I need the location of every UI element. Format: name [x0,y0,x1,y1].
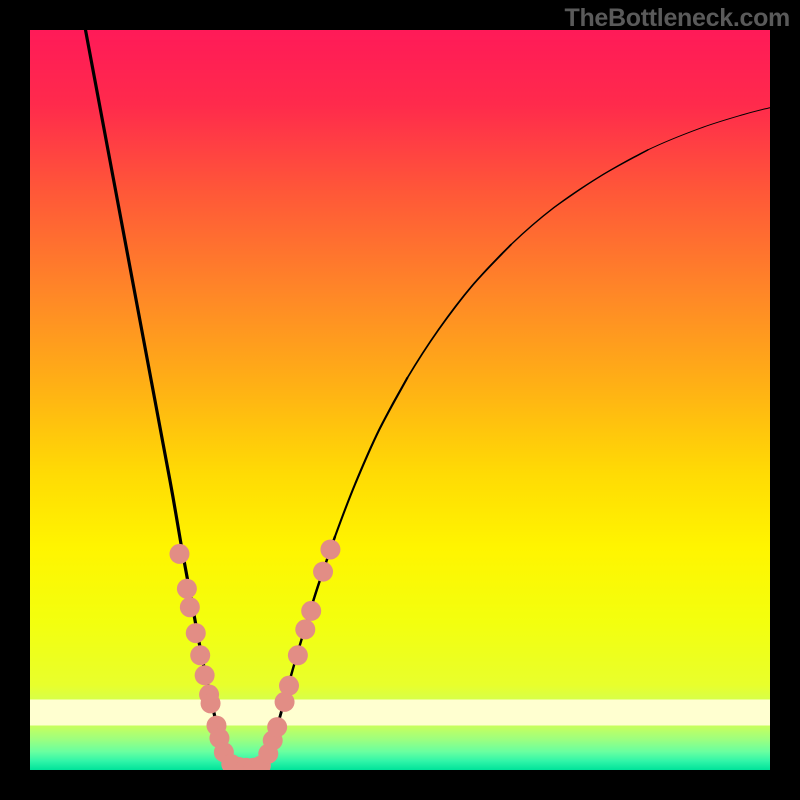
gradient-background [30,30,770,770]
marker-left [169,544,189,564]
marker-left [180,597,200,617]
marker-left [190,645,210,665]
marker-left [186,623,206,643]
marker-right [313,562,333,582]
marker-left [201,693,221,713]
marker-left [177,579,197,599]
marker-right [295,619,315,639]
marker-right [320,539,340,559]
watermark-text: TheBottleneck.com [564,4,790,33]
marker-right [301,601,321,621]
chart-plot-area [30,30,770,770]
marker-left [195,665,215,685]
chart-svg [30,30,770,770]
marker-right [267,717,287,737]
chart-outer-frame: TheBottleneck.com [0,0,800,800]
marker-right [279,676,299,696]
marker-right [288,645,308,665]
